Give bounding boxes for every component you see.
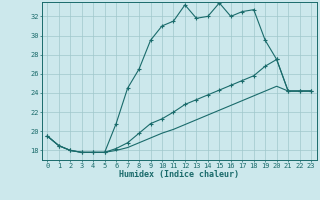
X-axis label: Humidex (Indice chaleur): Humidex (Indice chaleur) [119,170,239,179]
